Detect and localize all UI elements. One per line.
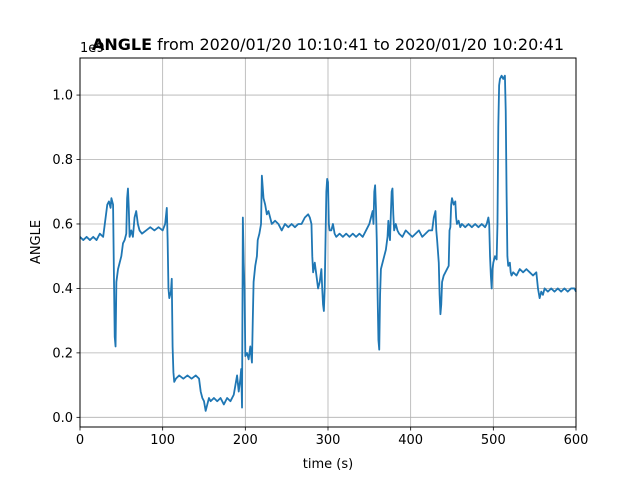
x-tick-label: 600 [564, 433, 589, 448]
x-tick-label: 400 [398, 433, 423, 448]
x-tick-label: 300 [316, 433, 341, 448]
y-tick-label: 0.0 [52, 411, 73, 426]
y-tick-label: 0.8 [52, 153, 73, 168]
chart-title-rest: from 2020/01/20 10:10:41 to 2020/01/20 1… [152, 35, 564, 54]
x-tick-label: 0 [76, 433, 84, 448]
y-axis-label: ANGLE [29, 220, 44, 264]
grid-lines [79, 58, 577, 427]
y-tick-label: 0.4 [52, 282, 73, 297]
series-line-0 [79, 74, 577, 412]
chart-title: ANGLE from 2020/01/20 10:10:41 to 2020/0… [92, 35, 564, 54]
y-tick-label: 0.2 [52, 346, 73, 361]
x-tick-label: 100 [150, 433, 175, 448]
x-tick-label: 200 [233, 433, 258, 448]
y-tick-label: 0.6 [52, 217, 73, 232]
x-axis-label: time (s) [303, 457, 353, 472]
y-axis-ticks: 0.0 0.2 0.4 0.6 0.8 1.0 [52, 89, 80, 426]
y-offset-text: 1e9 [80, 41, 105, 56]
chart-title-bold: ANGLE [92, 35, 152, 54]
x-tick-label: 500 [481, 433, 506, 448]
y-tick-label: 1.0 [52, 89, 73, 104]
data-series-layer [79, 74, 577, 412]
x-axis-ticks: 0 100 200 300 400 500 600 [76, 427, 589, 448]
